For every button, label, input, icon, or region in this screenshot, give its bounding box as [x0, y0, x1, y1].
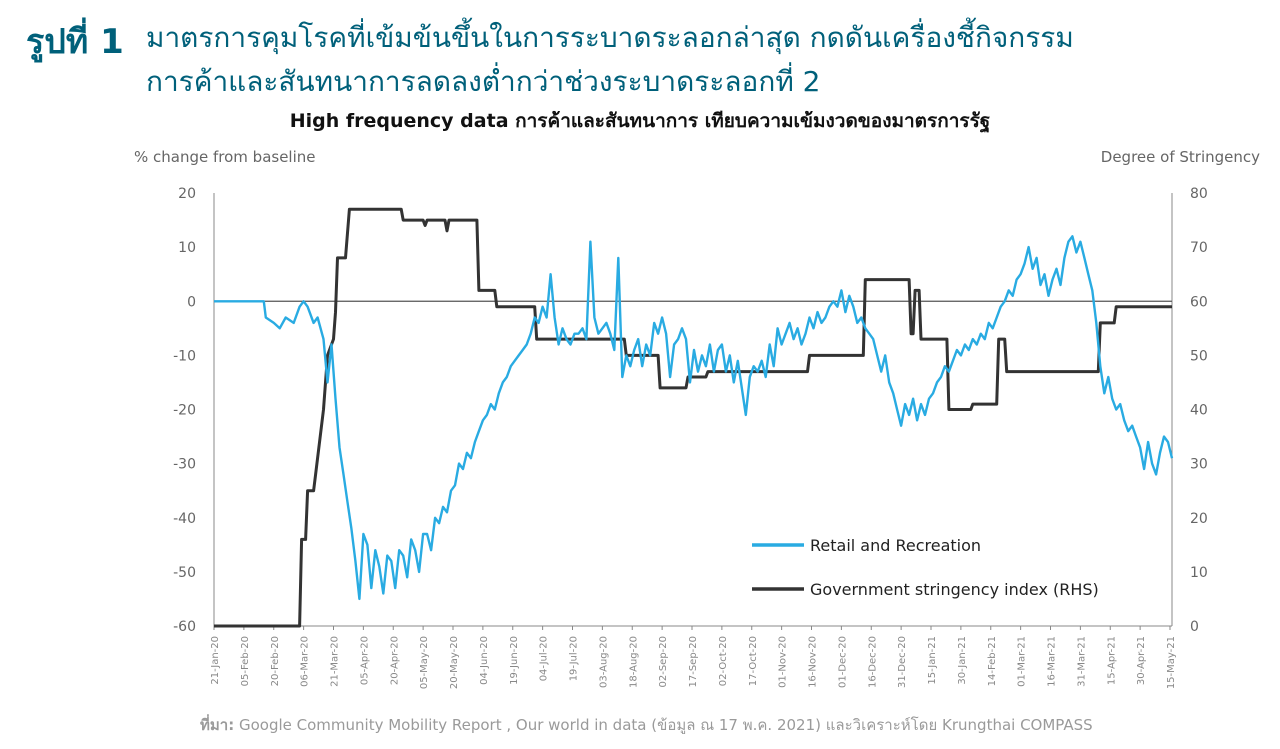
- left-tick-label: -30: [173, 457, 196, 473]
- series-retail-line: [214, 235, 1174, 601]
- legend-retail-label: Retail and Recreation: [810, 536, 981, 555]
- x-tick-label: 04-Jun-20: [479, 636, 490, 685]
- x-tick-label: 20-Feb-20: [270, 636, 281, 686]
- chart-title: High frequency data การค้าและสันทนาการ เ…: [289, 110, 991, 132]
- right-tick-label: 10: [1190, 565, 1208, 581]
- x-tick-label: 05-Apr-20: [359, 636, 370, 685]
- left-tick-label: -50: [173, 565, 196, 581]
- x-tick-label: 31-Mar-21: [1076, 636, 1087, 687]
- x-tick-label: 20-May-20: [449, 636, 460, 689]
- x-tick-label: 04-Jul-20: [539, 636, 550, 681]
- right-tick-label: 60: [1190, 294, 1208, 310]
- x-tick-label: 19-Jul-20: [569, 636, 580, 681]
- x-tick-label: 06-Mar-20: [300, 636, 311, 687]
- source-label: ที่มา:: [200, 716, 235, 734]
- right-tick-label: 80: [1190, 186, 1208, 202]
- figure-title-line1: มาตรการคุมโรคที่เข้มข้นขึ้นในการระบาดระล…: [146, 21, 1074, 54]
- right-axis-title: Degree of Stringency: [1100, 148, 1260, 166]
- left-tick-label: -10: [173, 348, 196, 364]
- left-tick-label: -20: [173, 403, 196, 419]
- source-text: Google Community Mobility Report , Our w…: [234, 716, 1093, 734]
- right-tick-label: 0: [1190, 619, 1199, 635]
- x-tick-label: 05-Feb-20: [240, 636, 251, 686]
- x-tick-label: 15-May-21: [1166, 636, 1177, 689]
- x-tick-label: 03-Aug-20: [598, 636, 609, 688]
- figure-title-line2: การค้าและสันทนาการลดลงต่ำกว่าช่วงระบาดระ…: [146, 65, 821, 98]
- x-tick-label: 14-Feb-21: [987, 636, 998, 686]
- series-stringency-line: [214, 207, 1172, 628]
- legend-stringency-label: Government stringency index (RHS): [810, 580, 1099, 599]
- figure-label: รูปที่ 1: [26, 22, 124, 62]
- x-tick-label: 19-Jun-20: [509, 636, 520, 685]
- x-tick-label: 21-Mar-20: [330, 636, 341, 687]
- x-tick-label: 18-Aug-20: [628, 636, 639, 688]
- x-tick-label: 16-Mar-21: [1047, 636, 1058, 687]
- left-axis-title: % change from baseline: [134, 148, 316, 166]
- x-tick-label: 02-Sep-20: [658, 636, 669, 688]
- right-tick-label: 20: [1190, 511, 1208, 527]
- source-note: ที่มา: Google Community Mobility Report …: [200, 713, 1093, 737]
- x-tick-label: 31-Dec-20: [897, 636, 908, 688]
- x-tick-label: 16-Nov-20: [808, 636, 819, 688]
- x-tick-label: 15-Apr-21: [1106, 636, 1117, 685]
- right-tick-label: 40: [1190, 403, 1208, 419]
- x-tick-label: 01-Nov-20: [778, 636, 789, 688]
- x-tick-label: 30-Apr-21: [1136, 636, 1147, 685]
- x-tick-label: 30-Jan-21: [957, 636, 968, 685]
- x-tick-label: 02-Oct-20: [718, 636, 729, 686]
- x-tick-label: 17-Sep-20: [688, 636, 699, 688]
- x-tick-label: 21-Jan-20: [210, 636, 221, 685]
- x-tick-label: 20-Apr-20: [389, 636, 400, 685]
- x-tick-label: 15-Jan-21: [927, 636, 938, 685]
- left-tick-label: -60: [173, 619, 196, 635]
- left-tick-label: -40: [173, 511, 196, 527]
- left-tick-label: 10: [178, 240, 196, 256]
- right-tick-label: 30: [1190, 457, 1208, 473]
- x-tick-label: 05-May-20: [419, 636, 430, 689]
- left-tick-label: 0: [187, 294, 196, 310]
- x-tick-label: 17-Oct-20: [748, 636, 759, 686]
- right-tick-label: 50: [1190, 348, 1208, 364]
- right-tick-label: 70: [1190, 240, 1208, 256]
- x-tick-label: 01-Dec-20: [837, 636, 848, 688]
- x-tick-label: 01-Mar-21: [1017, 636, 1028, 687]
- left-tick-label: 20: [178, 186, 196, 202]
- x-tick-label: 16-Dec-20: [867, 636, 878, 688]
